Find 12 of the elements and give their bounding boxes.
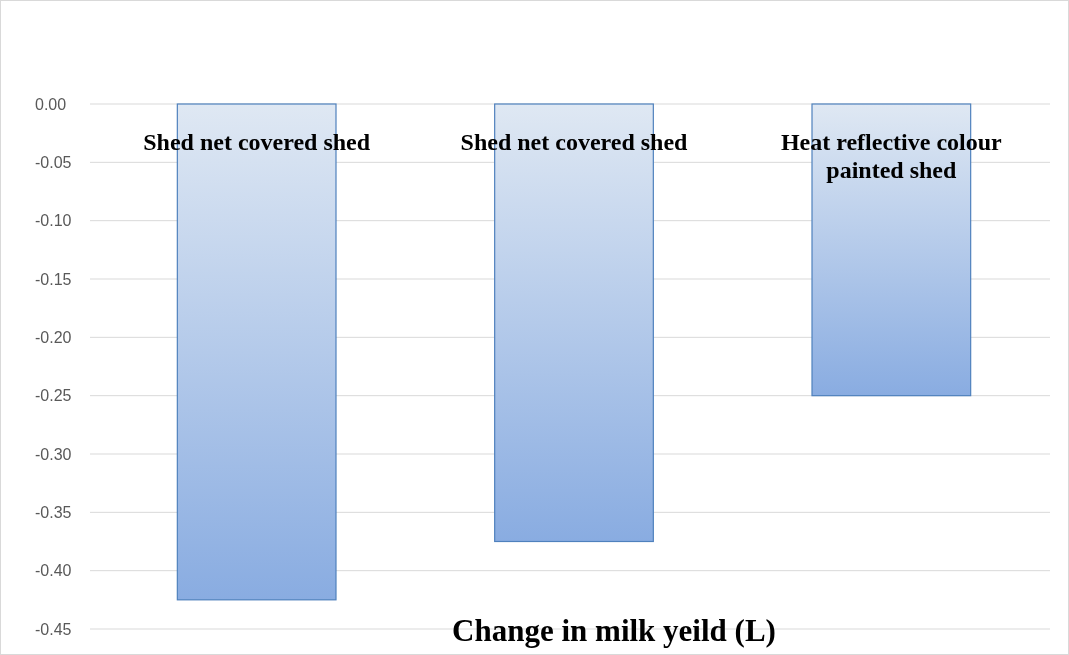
x-tick-label: Heat reflective colour painted shed — [780, 129, 1003, 183]
y-tick-label: -0.40 — [35, 562, 72, 580]
y-tick-label: -0.30 — [35, 445, 72, 463]
y-tick-label: -0.10 — [35, 212, 72, 230]
y-tick-label: -0.05 — [35, 153, 72, 171]
y-tick-label: -0.25 — [35, 387, 72, 405]
y-tick-label: -0.45 — [35, 620, 72, 638]
y-tick-label: -0.15 — [35, 270, 72, 288]
y-tick-label: -0.20 — [35, 328, 72, 346]
y-tick-label: -0.35 — [35, 503, 72, 521]
y-tick-label: 0.00 — [35, 95, 67, 113]
text: Change in milk yeild (L) — [452, 613, 776, 648]
